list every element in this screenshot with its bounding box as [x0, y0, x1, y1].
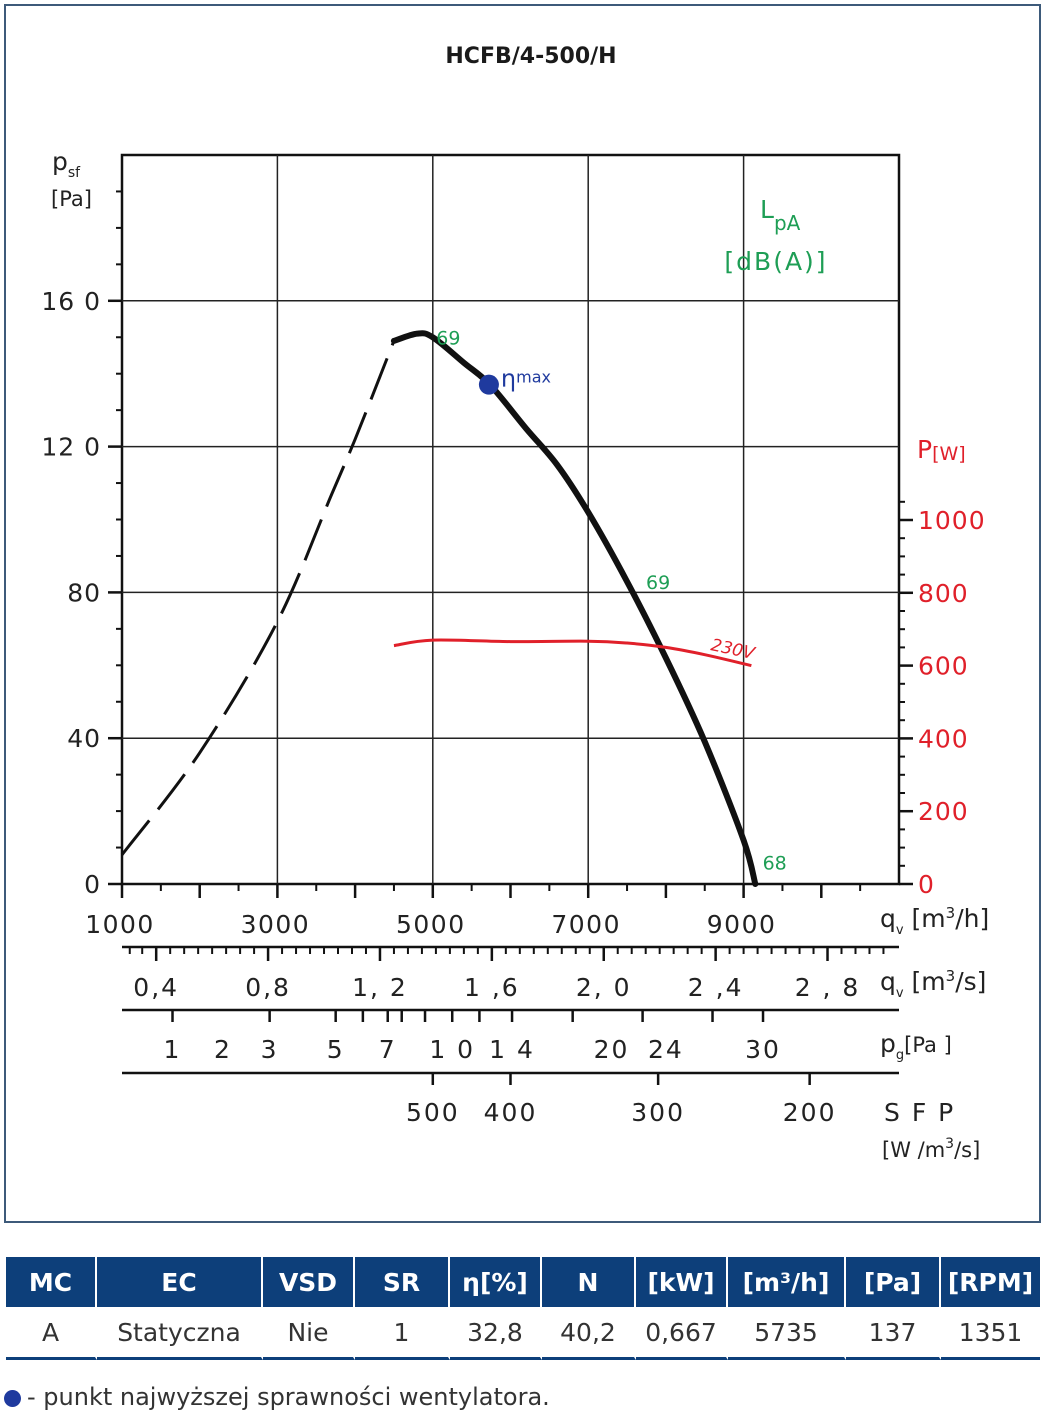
secondary-tick-label: 500 [406, 1098, 460, 1127]
sound-axis-unit: [dB(A)] [724, 247, 827, 276]
pressure-curve [390, 330, 759, 887]
x-tick-label: 5000 [396, 910, 466, 939]
y-axis-label: psf [52, 147, 81, 181]
pressure-curve-stall [120, 340, 396, 856]
secondary-tick-label: 1 4 [489, 1035, 535, 1064]
footnote: - punkt najwyższej sprawności wentylator… [4, 1383, 550, 1411]
secondary-axis-unit: [W /m3/s] [882, 1136, 980, 1162]
y-axis-unit: [Pa] [51, 187, 92, 211]
secondary-tick-label: 24 [648, 1035, 684, 1064]
secondary-tick-label: 20 [594, 1035, 630, 1064]
secondary-axis-label: pg[Pa ] [880, 1029, 952, 1063]
y-tick-label: 16 0 [41, 287, 101, 316]
footnote-text: - punkt najwyższej sprawności wentylator… [27, 1383, 550, 1411]
header-vsd: VSD [263, 1257, 355, 1307]
x-tick-label: 9000 [707, 910, 777, 939]
cell-efficiency: 32,8 [450, 1307, 542, 1360]
axes: 0 40 80 12 0 16 0 psf [Pa] 1000 3000 5000 7000 9000… [41, 147, 989, 939]
secondary-axis-sfp: 500 400 300 200 S F P [W /m3/s] [122, 1071, 980, 1162]
x-axis-label: qv [m3/h] [880, 904, 989, 938]
efficiency-point-icon [4, 1389, 21, 1407]
power-tick-label: 0 [918, 870, 935, 899]
secondary-tick-label: 2 ,4 [688, 973, 744, 1002]
power-curve-230v [393, 638, 752, 668]
x-tick-label: 3000 [241, 910, 311, 939]
cell-mc: A [6, 1307, 97, 1360]
header-sr: SR [355, 1257, 450, 1307]
y-tick-label: 40 [67, 724, 101, 753]
secondary-tick-label: 300 [631, 1098, 685, 1127]
cell-power: 0,667 [636, 1307, 728, 1360]
secondary-tick-label: 7 [379, 1035, 397, 1064]
secondary-tick-label: 1 0 [429, 1035, 475, 1064]
y-tick-label: 0 [84, 870, 101, 899]
secondary-axis-label: qv [m3/s] [880, 967, 986, 1001]
secondary-axis-label: S F P [884, 1098, 955, 1127]
secondary-tick-label: 2 , 8 [795, 973, 861, 1002]
secondary-scales: 0,4 0,8 1, 2 1 ,6 2, 0 2 ,4 2 , 8 qv [m3/s] 1 2 3 5… [122, 945, 986, 1162]
header-n: N [542, 1257, 636, 1307]
power-axis-label: P[W] [917, 435, 966, 465]
secondary-tick-label: 1 [164, 1035, 182, 1064]
secondary-tick-label: 2 [214, 1035, 232, 1064]
header-rpm: [RPM] [941, 1257, 1040, 1307]
cell-n: 40,2 [542, 1307, 636, 1360]
header-flow: [m³/h] [728, 1257, 846, 1307]
cell-vsd: Nie [263, 1307, 355, 1360]
header-ec: EC [97, 1257, 263, 1307]
secondary-tick-label: 2, 0 [576, 973, 632, 1002]
power-tick-label: 400 [918, 724, 969, 753]
secondary-tick-label: 0,8 [245, 973, 291, 1002]
header-efficiency: η[%] [450, 1257, 542, 1307]
efficiency-point-label: ηmax [501, 365, 551, 393]
cell-rpm: 1351 [941, 1307, 1040, 1360]
fan-spec-table: MC EC VSD SR η[%] N [kW] [m³/h] [Pa] [RP… [6, 1257, 1040, 1360]
y-tick-label: 12 0 [41, 433, 101, 462]
x-tick-label: 7000 [551, 910, 621, 939]
curves: 230V 69 69 68 ηmax [120, 328, 787, 887]
secondary-tick-label: 0,4 [133, 973, 179, 1002]
cell-ec: Statyczna [97, 1307, 263, 1360]
header-power: [kW] [636, 1257, 728, 1307]
power-tick-label: 1000 [918, 506, 986, 535]
table-header-row: MC EC VSD SR η[%] N [kW] [m³/h] [Pa] [RP… [6, 1257, 1040, 1307]
secondary-tick-label: 400 [484, 1098, 538, 1127]
cell-flow: 5735 [728, 1307, 846, 1360]
sound-axis-label: LpA [760, 195, 801, 235]
power-tick-label: 200 [918, 797, 969, 826]
secondary-tick-label: 5 [327, 1035, 345, 1064]
y-tick-label: 80 [67, 578, 101, 607]
efficiency-point-marker [478, 374, 499, 395]
x-tick-label: 1000 [85, 910, 155, 939]
sound-level-label: 69 [646, 572, 670, 594]
power-tick-label: 600 [918, 652, 969, 681]
sound-level-label: 68 [763, 852, 787, 874]
chart-title: HCFB/4-500/H [445, 44, 616, 69]
cell-pressure: 137 [846, 1307, 941, 1360]
table-row: A Statyczna Nie 1 32,8 40,2 0,667 5735 1… [6, 1307, 1040, 1360]
secondary-tick-label: 1 ,6 [464, 973, 520, 1002]
secondary-tick-label: 200 [783, 1098, 837, 1127]
chart-frame [4, 4, 1041, 1223]
power-tick-label: 800 [918, 579, 969, 608]
power-series-label: 230V [709, 635, 758, 664]
secondary-axis-qv_ms: 0,4 0,8 1, 2 1 ,6 2, 0 2 ,4 2 , 8 qv [m3/s] [122, 945, 986, 1002]
header-pressure: [Pa] [846, 1257, 941, 1307]
secondary-tick-label: 30 [745, 1035, 781, 1064]
secondary-tick-label: 3 [261, 1035, 279, 1064]
cell-sr: 1 [355, 1307, 450, 1360]
sound-level-label: 69 [436, 328, 460, 350]
header-mc: MC [6, 1257, 97, 1307]
secondary-tick-label: 1, 2 [352, 973, 408, 1002]
